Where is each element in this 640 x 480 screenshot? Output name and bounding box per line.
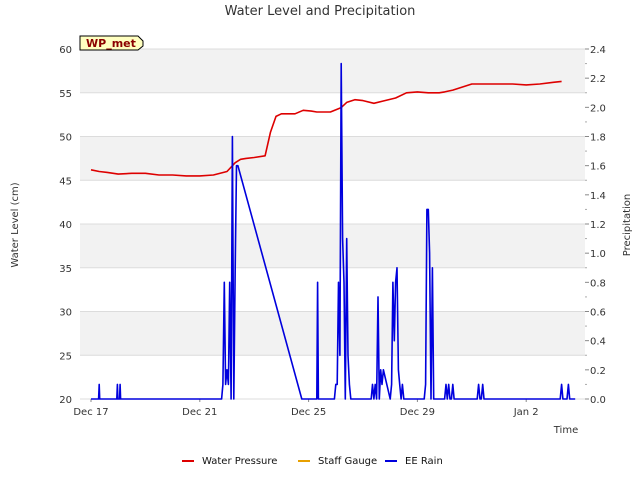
y-right-tick-label: 1.4 [590, 191, 606, 202]
y-left-tick-label: 40 [59, 220, 72, 231]
legend: Water Pressure Staff Gauge EE Rain [182, 456, 443, 467]
plot-band [80, 311, 585, 356]
y-right-tick-label: 2.0 [590, 103, 606, 114]
x-axis-title: Time [553, 425, 578, 436]
y-axis-left-title: Water Level (cm) [10, 182, 21, 267]
y-left-tick-label: 55 [59, 89, 72, 100]
y-left-tick-label: 60 [59, 45, 72, 56]
x-tick-label: Jan 2 [513, 407, 539, 418]
y-right-tick-label: 0.4 [590, 337, 606, 348]
plot-band [80, 180, 585, 224]
y-left-tick-label: 25 [59, 351, 72, 362]
site-tag-label: WP_met [86, 37, 136, 50]
series-line-ee-rain [91, 62, 576, 400]
plot-band [80, 49, 585, 93]
y-left-tick-label: 35 [59, 264, 72, 275]
y-right-tick-label: 1.0 [590, 249, 606, 260]
left-axis-ticks: 20 25 30 35 40 45 50 55 60 [59, 45, 72, 406]
y-left-tick-label: 30 [59, 308, 72, 319]
y-right-tick-label: 1.8 [590, 133, 606, 144]
plot-band [80, 92, 585, 137]
y-right-tick-label: 0.6 [590, 308, 606, 319]
legend-label-water-pressure: Water Pressure [202, 456, 277, 467]
y-right-tick-label: 2.4 [590, 45, 606, 56]
y-right-tick-label: 1.2 [590, 220, 606, 231]
plot-band [80, 267, 585, 312]
x-tick-label: Dec 21 [182, 407, 217, 418]
legend-label-staff-gauge: Staff Gauge [318, 456, 377, 467]
x-tick-label: Dec 17 [73, 407, 108, 418]
right-axis-ticks: 0.0 0.2 0.4 0.6 0.8 1.0 1.2 1.4 1.6 1.8 2.0 2.2 2.4 [585, 45, 606, 406]
site-tag: WP_met [79, 35, 144, 51]
y-left-tick-label: 20 [59, 395, 72, 406]
y-right-tick-label: 0.8 [590, 278, 606, 289]
series-layer [90, 62, 576, 400]
y-left-tick-label: 45 [59, 176, 72, 187]
y-right-tick-label: 0.2 [590, 366, 606, 377]
site-tag-box [79, 35, 144, 51]
y-right-tick-label: 1.6 [590, 162, 606, 173]
legend-label-ee-rain: EE Rain [405, 456, 443, 467]
y-right-tick-label: 2.2 [590, 74, 606, 85]
y-right-tick-label: 0.0 [590, 395, 606, 406]
plot-background [80, 49, 585, 399]
plot-band [80, 355, 585, 399]
x-tick-label: Dec 25 [291, 407, 326, 418]
x-tick-label: Dec 29 [400, 407, 435, 418]
series-line-water-pressure [90, 80, 562, 177]
chart-title: Water Level and Precipitation [225, 4, 416, 19]
plot-band [80, 224, 585, 268]
plot-band [80, 136, 585, 181]
y-axis-right-title: Precipitation [622, 194, 633, 257]
y-left-tick-label: 50 [59, 133, 72, 144]
